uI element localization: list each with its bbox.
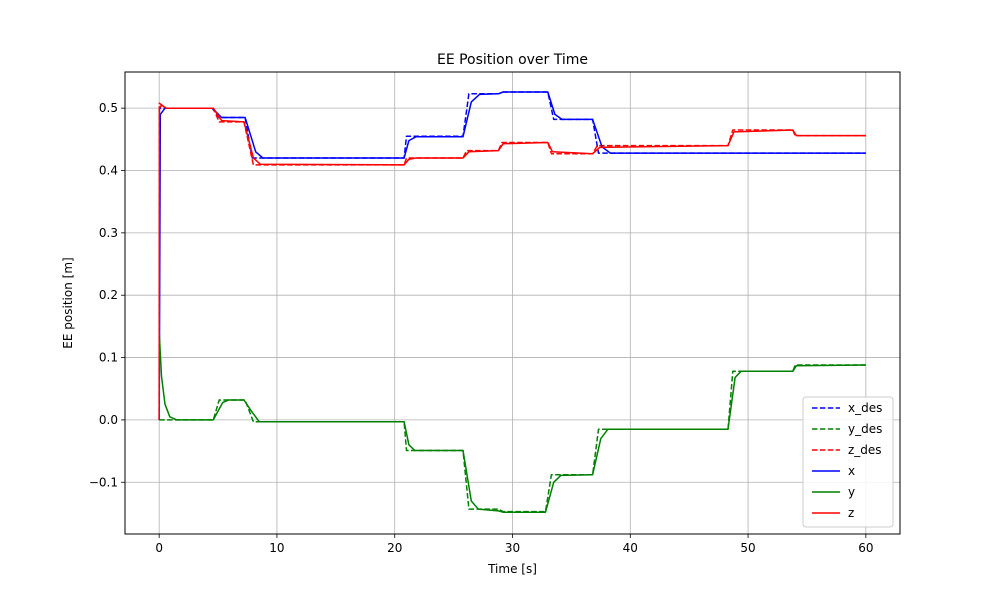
series-line-z-des: [158, 102, 866, 420]
grid: [125, 72, 900, 534]
y-tick-label: −0.1: [89, 475, 118, 489]
legend-label: z: [848, 506, 854, 520]
legend-label: x: [848, 464, 855, 478]
legend-label: y_des: [848, 422, 882, 436]
legend-label: y: [848, 485, 855, 499]
x-tick-label: 0: [155, 541, 163, 555]
y-tick-label: 0.5: [99, 101, 118, 115]
y-tick-label: 0.2: [99, 288, 118, 302]
y-axis-label: EE position [m]: [61, 257, 75, 348]
ticks: 0 10 20 30 40 50 60 −0.1 0.0 0.1 0.2 0.3 0.4 0.5: [89, 101, 874, 555]
x-tick-label: 30: [505, 541, 520, 555]
y-tick-label: 0.0: [99, 413, 118, 427]
legend-box: [802, 396, 894, 528]
chart-title: EE Position over Time: [437, 52, 588, 68]
y-tick-label: 0.3: [99, 226, 118, 240]
x-tick-label: 50: [740, 541, 755, 555]
series-line-z: [158, 104, 866, 420]
legend-label: x_des: [848, 401, 882, 415]
x-tick-label: 20: [387, 541, 402, 555]
x-tick-label: 60: [858, 541, 873, 555]
legend-label: z_des: [848, 443, 882, 457]
x-axis-label: Time [s]: [487, 562, 537, 576]
series-line-y: [158, 332, 866, 513]
x-tick-label: 10: [269, 541, 284, 555]
series-line-x: [158, 91, 866, 420]
y-tick-label: 0.1: [99, 351, 118, 365]
x-tick-label: 40: [623, 541, 638, 555]
y-tick-label: 0.4: [99, 164, 118, 178]
plot-area: [158, 91, 866, 513]
